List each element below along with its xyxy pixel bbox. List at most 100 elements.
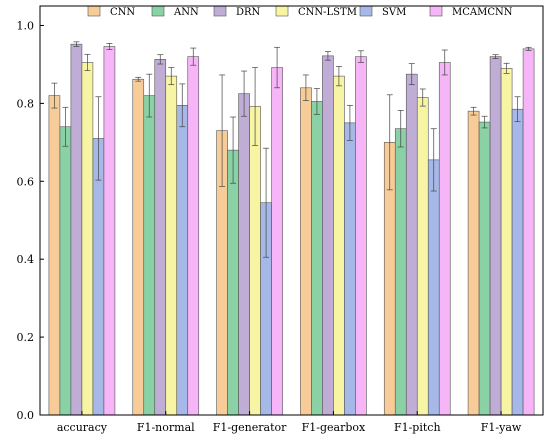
error-bar-svm-f1-pitch xyxy=(430,128,437,192)
category-label-f1-normal: F1-normal xyxy=(137,421,195,434)
error-bar-drn-accuracy xyxy=(73,41,80,47)
bar-drn-f1-yaw xyxy=(489,56,502,416)
error-bar-svm-f1-generator xyxy=(263,147,270,258)
legend-item-cnn-lstm: CNN-LSTM xyxy=(275,5,357,18)
error-bar-mcamcnn-accuracy xyxy=(106,43,113,50)
legend-swatch xyxy=(359,5,373,17)
error-bar-cnn-f1-yaw xyxy=(470,106,477,116)
error-bar-cnn-f1-generator xyxy=(219,74,226,187)
bar-ann-f1-yaw xyxy=(478,121,491,416)
legend-item-drn: DRN xyxy=(213,5,261,18)
bar-cnn-f1-gearbox xyxy=(300,87,312,416)
error-bar-svm-f1-gearbox xyxy=(346,104,353,141)
legend-swatch xyxy=(151,5,165,17)
error-bar-svm-f1-normal xyxy=(179,83,186,128)
bar-drn-f1-pitch xyxy=(405,73,418,416)
legend-label: CNN xyxy=(110,7,135,18)
legend-swatch xyxy=(87,5,101,17)
bar-mcamcnn-f1-normal xyxy=(187,56,200,416)
legend-label: CNN-LSTM xyxy=(298,7,357,18)
bar-cnn-lstm-f1-generator xyxy=(249,106,261,416)
bar-svm-f1-yaw xyxy=(511,108,524,416)
error-bar-ann-f1-generator xyxy=(230,116,237,184)
bar-ann-f1-normal xyxy=(143,95,156,416)
bar-mcamcnn-accuracy xyxy=(103,46,116,416)
y-tick-label: 0.8 xyxy=(17,97,35,110)
error-bar-ann-accuracy xyxy=(62,106,69,147)
bar-cnn-f1-yaw xyxy=(467,110,480,416)
legend-swatch xyxy=(213,5,227,17)
error-bar-svm-accuracy xyxy=(95,96,102,181)
error-bar-ann-f1-pitch xyxy=(397,110,404,148)
error-bar-drn-f1-yaw xyxy=(492,54,499,59)
legend-label: ANN xyxy=(173,7,199,18)
legend-swatch xyxy=(275,5,289,17)
legend-label: MCAMCNN xyxy=(452,7,513,18)
bar-mcamcnn-f1-generator xyxy=(271,67,283,416)
error-bar-cnn-f1-gearbox xyxy=(302,74,309,102)
category-label-f1-pitch: F1-pitch xyxy=(394,421,441,434)
error-bar-cnn-f1-normal xyxy=(135,76,142,82)
bar-ann-f1-pitch xyxy=(394,128,407,416)
bar-svm-f1-pitch xyxy=(427,159,440,416)
bar-cnn-lstm-accuracy xyxy=(81,62,94,416)
y-tick-label: 0.6 xyxy=(17,175,35,188)
bar-drn-f1-normal xyxy=(154,59,167,416)
error-bar-drn-f1-normal xyxy=(157,54,164,65)
category-label-accuracy: accuracy xyxy=(57,421,108,434)
error-bar-cnn-lstm-f1-generator xyxy=(252,67,259,146)
legend-item-svm: SVM xyxy=(359,5,406,18)
legend-item-cnn: CNN xyxy=(87,5,135,18)
axes-layer: 0.0 0.2 0.4 0.6 0.8 1.0 accuracy F1-normal F1-ge… xyxy=(17,5,544,434)
error-bar-mcamcnn-f1-yaw xyxy=(525,46,532,51)
error-bar-cnn-f1-pitch xyxy=(386,94,393,191)
bar-drn-f1-gearbox xyxy=(322,55,334,416)
error-bar-ann-f1-gearbox xyxy=(313,88,320,115)
category-label-f1-yaw: F1-yaw xyxy=(481,421,522,434)
bar-mcamcnn-f1-gearbox xyxy=(355,56,367,416)
error-bar-cnn-accuracy xyxy=(51,82,58,109)
y-tick-label: 0.4 xyxy=(17,253,35,266)
legend-label: DRN xyxy=(236,7,261,18)
bar-svm-f1-normal xyxy=(176,105,189,416)
bar-drn-f1-generator xyxy=(238,93,250,416)
legend-swatch xyxy=(429,5,443,17)
bar-mcamcnn-f1-yaw xyxy=(522,48,535,416)
bar-cnn-lstm-f1-gearbox xyxy=(333,75,345,416)
error-bar-mcamcnn-f1-gearbox xyxy=(357,50,364,63)
plot-frame xyxy=(39,5,544,416)
error-bar-mcamcnn-f1-pitch xyxy=(441,49,448,76)
error-bar-ann-f1-yaw xyxy=(481,115,488,129)
error-bar-cnn-lstm-accuracy xyxy=(84,53,91,72)
error-bars-layer xyxy=(51,41,532,258)
bar-svm-f1-gearbox xyxy=(344,122,356,416)
error-bar-mcamcnn-f1-normal xyxy=(190,47,197,66)
y-tick-label: 0.2 xyxy=(17,331,35,344)
bar-cnn-lstm-f1-pitch xyxy=(416,97,429,416)
error-bar-drn-f1-generator xyxy=(241,70,248,117)
bars-layer xyxy=(48,43,535,416)
error-bar-cnn-lstm-f1-gearbox xyxy=(335,66,342,87)
bar-cnn-lstm-f1-normal xyxy=(165,75,178,416)
error-bar-svm-f1-yaw xyxy=(514,96,521,123)
category-label-f1-generator: F1-generator xyxy=(213,421,287,434)
legend-item-ann: ANN xyxy=(151,5,199,18)
error-bar-drn-f1-gearbox xyxy=(324,51,331,61)
category-label-f1-gearbox: F1-gearbox xyxy=(302,421,366,434)
error-bar-cnn-lstm-f1-yaw xyxy=(503,62,510,74)
bar-drn-accuracy xyxy=(70,43,83,416)
legend-label: SVM xyxy=(382,7,406,18)
bar-cnn-accuracy xyxy=(48,95,61,416)
bar-cnn-lstm-f1-yaw xyxy=(500,68,513,416)
bar-mcamcnn-f1-pitch xyxy=(438,62,451,416)
bar-cnn-f1-normal xyxy=(132,78,145,416)
legend: CNN ANN DRN CNN-LSTM SVM MCAMCNN xyxy=(87,5,513,18)
y-tick-label: 1.0 xyxy=(17,19,35,32)
y-tick-label: 0.0 xyxy=(17,409,35,422)
error-bar-cnn-lstm-f1-normal xyxy=(168,67,175,86)
legend-item-mcamcnn: MCAMCNN xyxy=(429,5,513,18)
error-bar-mcamcnn-f1-generator xyxy=(274,46,281,89)
error-bar-drn-f1-pitch xyxy=(408,63,415,86)
bar-ann-accuracy xyxy=(59,126,72,416)
